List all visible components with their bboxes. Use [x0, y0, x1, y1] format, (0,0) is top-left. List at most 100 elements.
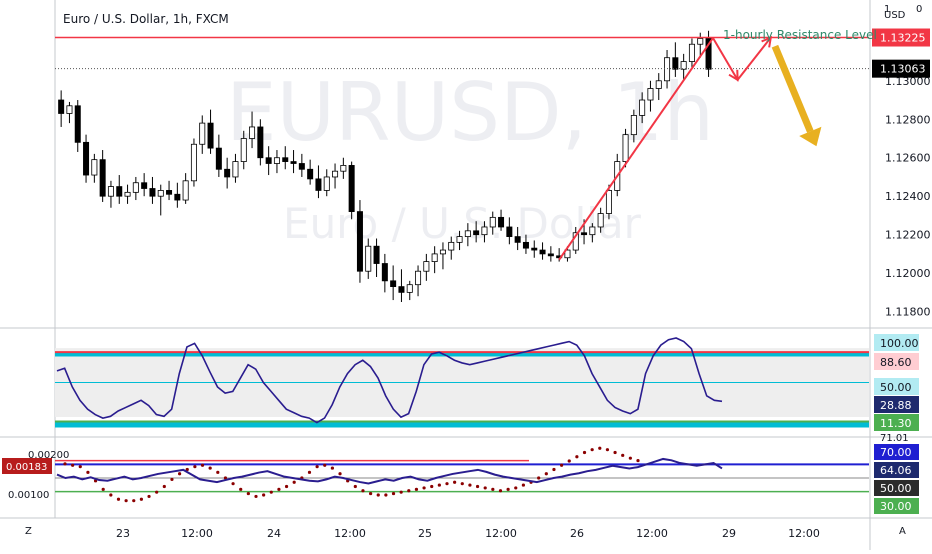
candle-body: [307, 168, 314, 180]
candle-body: [705, 38, 712, 70]
candle-body: [332, 170, 339, 178]
macd-dot: [246, 491, 250, 496]
candle-body: [174, 193, 181, 201]
time-tick-label: 24: [267, 527, 281, 540]
macd-dot: [200, 463, 205, 467]
price-axis[interactable]: 1.13000 1.12800 1.12600 1.12400 1.12200 1.120…: [872, 28, 931, 319]
candle-body: [340, 165, 347, 172]
candle-body: [481, 226, 488, 236]
candle-body: [688, 43, 695, 62]
macd-rsi-pane: 0.00183 0.00100 0.00200 71.01 70.00 64.06 50.0…: [2, 433, 919, 514]
macd-dot: [407, 489, 411, 493]
candle-body: [439, 249, 446, 255]
candle-body: [564, 249, 571, 259]
candle-body: [415, 270, 422, 286]
candle-body: [107, 186, 114, 197]
candle-body: [390, 280, 397, 288]
macd-dot: [185, 467, 189, 472]
current-price-label: 1.13063: [880, 63, 926, 76]
rsi-value-label: 70.00: [880, 446, 912, 459]
candle-body: [249, 126, 256, 139]
time-tick-label: 12:00: [181, 527, 213, 540]
candle-body: [664, 57, 671, 82]
macd-dot: [284, 484, 289, 489]
macd-dot: [361, 489, 365, 493]
currency-label: USD: [884, 10, 906, 21]
candle-body: [132, 182, 139, 193]
candle-body: [224, 168, 231, 178]
macd-dot: [575, 455, 579, 459]
macd-dot: [582, 450, 587, 455]
time-tick-label: 12:00: [334, 527, 366, 540]
time-tick-label: 12:00: [788, 527, 820, 540]
candle-body: [298, 163, 305, 170]
macd-dot: [101, 487, 105, 491]
macd-dot: [78, 465, 82, 469]
rsi-line: [56, 457, 723, 485]
stochastic-pane: 100.00 88.60 50.00 28.88 11.30: [55, 334, 919, 431]
macd-dot: [71, 463, 75, 467]
candle-body: [323, 176, 330, 191]
candle-body: [66, 105, 73, 114]
price-tick-label: 1.12600: [885, 152, 931, 165]
watermark-symbol: EURUSD, 1h: [226, 66, 714, 159]
macd-dot: [315, 465, 319, 469]
price-tick-label: 1.13000: [885, 75, 931, 88]
stoch-value-tag: [874, 334, 919, 351]
candle-body: [124, 191, 131, 197]
symbol-title[interactable]: Euro / U.S. Dollar, 1h, FXCM: [63, 12, 229, 26]
candle-body: [182, 180, 189, 201]
macd-dot: [162, 484, 166, 489]
timezone-toggle[interactable]: Z: [25, 526, 32, 537]
macd-dot: [338, 472, 342, 476]
rsi-value-label: 64.06: [880, 464, 912, 477]
candle-body: [639, 99, 646, 116]
macd-dot: [330, 466, 334, 470]
candle-body: [605, 190, 612, 214]
candle-body: [116, 186, 123, 197]
price-tick-label: 1.12800: [885, 113, 931, 126]
macd-dot: [277, 487, 281, 491]
macd-dot: [391, 491, 396, 496]
time-tick-label: 26: [570, 527, 584, 540]
candle-body: [240, 138, 247, 162]
macd-dot: [147, 494, 151, 499]
macd-dot: [483, 486, 487, 490]
rsi-value-label: 50.00: [880, 482, 912, 495]
candle-body: [373, 245, 380, 264]
time-tick-label: 29: [722, 527, 736, 540]
candle-body: [647, 88, 654, 101]
time-axis[interactable]: 23 12:00 24 12:00 25 12:00 26 12:00 29 12:00: [116, 527, 820, 540]
macd-dot: [376, 493, 380, 497]
candle-body: [456, 236, 463, 243]
candle-body: [207, 122, 214, 149]
candle-body: [572, 232, 579, 251]
stoch-value-label: 50.00: [880, 381, 912, 394]
candle-body: [215, 147, 222, 170]
candle-body: [265, 157, 272, 164]
macd-tick-label: 0.00100: [8, 490, 49, 501]
macd-dot: [155, 490, 159, 494]
macd-dot: [399, 490, 403, 494]
candle-body: [423, 261, 430, 272]
macd-dot: [430, 484, 434, 489]
macd-dot: [468, 483, 472, 487]
candle-body: [398, 286, 405, 293]
macd-dot: [437, 483, 441, 487]
auto-scale-toggle[interactable]: A: [899, 526, 906, 537]
trend-line: [558, 37, 714, 261]
resistance-label[interactable]: 1-hourly Resistance Level: [723, 28, 877, 42]
candle-body: [406, 284, 413, 293]
candle-body: [498, 216, 505, 228]
candle-body: [91, 159, 98, 176]
candle-body: [464, 230, 471, 237]
macd-dot: [63, 462, 67, 466]
macd-dot: [628, 456, 632, 460]
candle-body: [157, 190, 164, 197]
drawing-overlays[interactable]: [55, 35, 869, 261]
macd-dot: [353, 484, 357, 489]
macd-dot: [544, 472, 548, 476]
candle-body: [506, 226, 513, 237]
candle-body: [83, 141, 90, 176]
macd-dot: [109, 493, 113, 497]
